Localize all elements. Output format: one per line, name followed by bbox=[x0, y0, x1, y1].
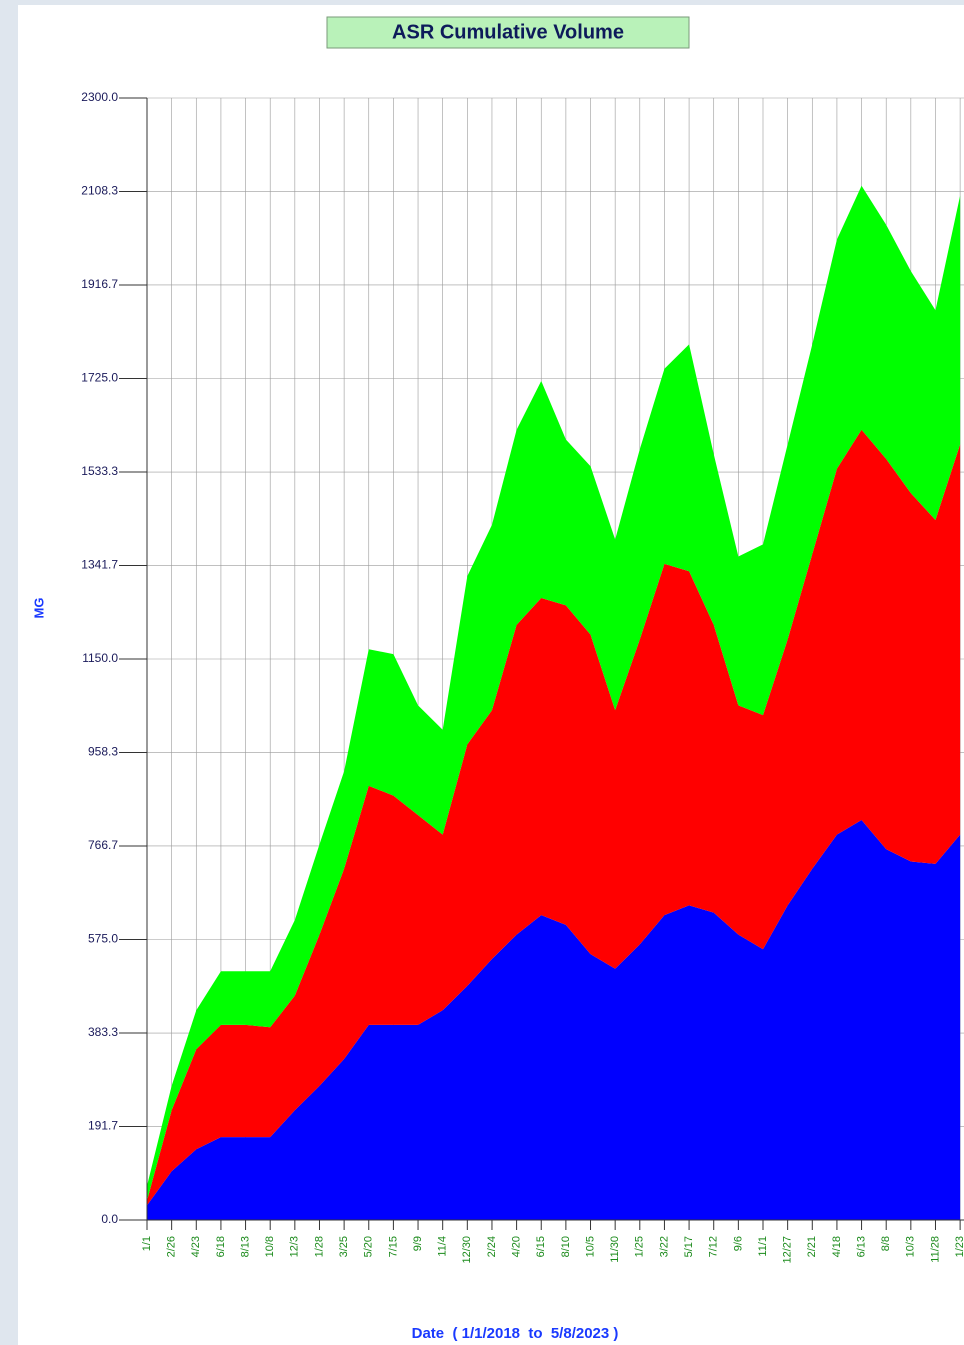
x-tick-label: 6/18 bbox=[215, 1236, 227, 1257]
x-tick-label: 2/26 bbox=[166, 1236, 178, 1257]
x-tick-label: 1/23 bbox=[954, 1236, 964, 1257]
x-tick-label: 2/21 bbox=[806, 1236, 818, 1257]
x-tick-label: 12/30 bbox=[461, 1236, 473, 1264]
x-tick-label: 5/17 bbox=[683, 1236, 695, 1257]
x-tick-label: 6/13 bbox=[855, 1236, 867, 1257]
x-tick-label: 7/12 bbox=[708, 1236, 720, 1257]
x-tick-label: 8/8 bbox=[880, 1236, 892, 1251]
x-tick-label: 1/1 bbox=[141, 1236, 153, 1251]
x-tick-label: 8/13 bbox=[239, 1236, 251, 1257]
y-tick-label: 766.7 bbox=[88, 838, 118, 852]
x-tick-label: 6/15 bbox=[535, 1236, 547, 1257]
x-tick-label: 12/3 bbox=[289, 1236, 301, 1257]
x-tick-label: 10/5 bbox=[584, 1236, 596, 1257]
x-tick-label: 7/15 bbox=[387, 1236, 399, 1257]
page: ASR Cumulative Volume MG Date ( 1/1/2018… bbox=[0, 0, 964, 1345]
chart-title: ASR Cumulative Volume bbox=[392, 21, 624, 43]
x-tick-label: 11/4 bbox=[437, 1236, 449, 1257]
y-tick-label: 958.3 bbox=[88, 745, 118, 759]
y-tick-label: 0.0 bbox=[101, 1212, 118, 1226]
x-tick-label: 11/1 bbox=[757, 1236, 769, 1257]
x-tick-label: 4/23 bbox=[190, 1236, 202, 1257]
y-tick-label: 1725.0 bbox=[81, 371, 118, 385]
x-tick-label: 1/25 bbox=[634, 1236, 646, 1257]
x-tick-label: 5/20 bbox=[363, 1236, 375, 1257]
x-tick-label: 9/6 bbox=[732, 1236, 744, 1251]
x-axis-label: Date ( 1/1/2018 to 5/8/2023 ) bbox=[412, 1325, 619, 1342]
x-tick-label: 3/25 bbox=[338, 1236, 350, 1257]
y-tick-label: 2108.3 bbox=[81, 184, 118, 198]
x-tick-label: 9/9 bbox=[412, 1236, 424, 1251]
y-tick-label: 1341.7 bbox=[81, 558, 118, 572]
x-tick-label: 4/20 bbox=[511, 1236, 523, 1257]
x-tick-label: 11/30 bbox=[609, 1236, 621, 1263]
x-tick-label: 12/27 bbox=[782, 1236, 794, 1264]
x-tick-label: 8/10 bbox=[560, 1236, 572, 1257]
x-tick-label: 2/24 bbox=[486, 1236, 498, 1257]
x-tick-label: 4/18 bbox=[831, 1236, 843, 1257]
y-tick-label: 383.3 bbox=[88, 1025, 118, 1039]
chart: ASR Cumulative Volume MG Date ( 1/1/2018… bbox=[0, 0, 964, 1345]
y-tick-label: 2300.0 bbox=[81, 90, 118, 104]
y-axis-label: MG bbox=[31, 598, 46, 619]
y-tick-label: 1150.0 bbox=[82, 651, 118, 665]
y-tick-label: 191.7 bbox=[88, 1119, 118, 1133]
x-tick-label: 3/22 bbox=[658, 1236, 670, 1257]
y-tick-label: 575.0 bbox=[88, 932, 118, 946]
y-tick-label: 1533.3 bbox=[81, 464, 118, 478]
y-tick-label: 1916.7 bbox=[81, 277, 118, 291]
x-tick-label: 10/8 bbox=[264, 1236, 276, 1257]
x-tick-label: 11/28 bbox=[929, 1236, 941, 1263]
x-tick-label: 10/3 bbox=[905, 1236, 917, 1257]
x-tick-label: 1/28 bbox=[313, 1236, 325, 1257]
